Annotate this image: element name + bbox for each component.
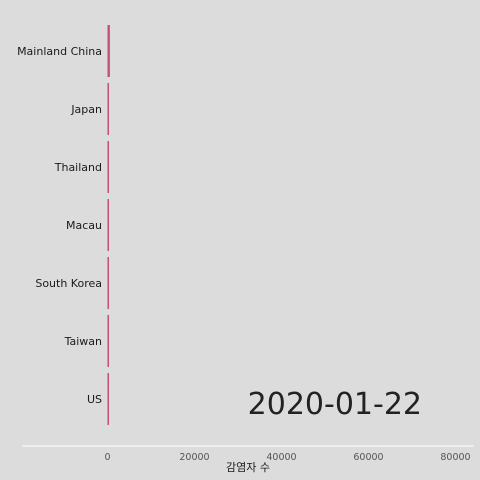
category-labels: Mainland China Japan Thailand Macau South Ko… xyxy=(17,45,102,406)
category-label: Taiwan xyxy=(64,335,102,348)
bar xyxy=(107,25,110,77)
x-tick-label: 60000 xyxy=(353,452,383,463)
bars-layer xyxy=(107,25,110,425)
bar xyxy=(107,141,109,193)
bar xyxy=(107,199,109,251)
category-label: Mainland China xyxy=(17,45,102,58)
category-label: Japan xyxy=(70,103,102,116)
x-tick-labels: 0 20000 40000 60000 80000 xyxy=(104,452,470,463)
category-label: South Korea xyxy=(35,277,102,290)
x-tick-label: 80000 xyxy=(440,452,470,463)
bar xyxy=(107,315,109,367)
date-annotation: 2020-01-22 xyxy=(248,387,422,422)
x-tick-label: 20000 xyxy=(179,452,209,463)
x-tick-label: 0 xyxy=(104,452,110,463)
category-label: Thailand xyxy=(54,161,102,174)
bar xyxy=(107,257,109,309)
bar xyxy=(107,83,109,135)
x-axis-title: 감염자 수 xyxy=(226,461,270,474)
x-tick-label: 40000 xyxy=(266,452,296,463)
category-label: US xyxy=(87,393,102,406)
category-label: Macau xyxy=(66,219,102,232)
bar xyxy=(107,373,109,425)
